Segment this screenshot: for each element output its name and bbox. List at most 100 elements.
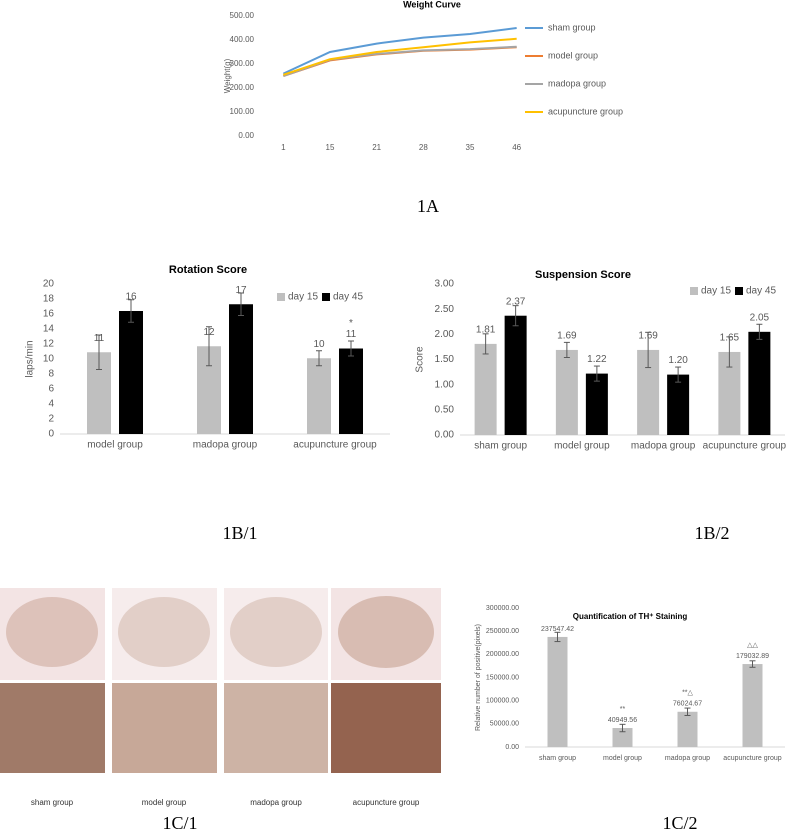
brain-section bbox=[118, 597, 210, 667]
bar bbox=[339, 348, 363, 434]
x-tick-label: 35 bbox=[466, 143, 475, 152]
y-tick-label: 250000.00 bbox=[486, 628, 519, 635]
y-axis-label: Score bbox=[415, 346, 426, 373]
legend-label: day 45 bbox=[333, 292, 363, 303]
bar bbox=[119, 311, 143, 434]
bar bbox=[229, 304, 253, 434]
x-tick-label: madopa group bbox=[193, 440, 258, 451]
brain-section bbox=[6, 597, 98, 667]
y-tick-label: 10 bbox=[43, 354, 55, 365]
bar bbox=[742, 664, 763, 747]
legend-label: acupuncture group bbox=[548, 106, 623, 116]
y-tick-label: 0.00 bbox=[505, 744, 519, 751]
x-tick-label: 21 bbox=[372, 143, 381, 152]
panel-label: 1A bbox=[417, 196, 439, 216]
value-label: 40949.56 bbox=[608, 717, 637, 724]
value-label: 10 bbox=[313, 339, 325, 350]
x-tick-label: model group bbox=[554, 441, 610, 452]
y-tick-label: 300000.00 bbox=[486, 605, 519, 612]
brain-section bbox=[230, 597, 322, 667]
y-tick-label: 16 bbox=[43, 309, 55, 320]
bar bbox=[637, 349, 660, 435]
image-caption: model group bbox=[142, 798, 187, 807]
y-tick-label: 50000.00 bbox=[490, 721, 519, 728]
bar bbox=[555, 349, 578, 435]
y-tick-label: 4 bbox=[48, 399, 54, 410]
chart-title: Weight Curve bbox=[403, 0, 461, 9]
y-axis-label: Weight(g) bbox=[223, 58, 232, 93]
image-caption: madopa group bbox=[250, 798, 302, 807]
x-tick-label: 15 bbox=[326, 143, 335, 152]
bar bbox=[612, 728, 633, 747]
x-tick-label: madopa group bbox=[665, 755, 710, 762]
y-tick-label: 1.00 bbox=[435, 379, 455, 390]
x-tick-label: sham group bbox=[539, 755, 576, 762]
legend-swatch bbox=[690, 287, 698, 295]
x-tick-label: model group bbox=[603, 755, 642, 762]
legend-label: day 15 bbox=[288, 292, 318, 303]
x-tick-label: 46 bbox=[512, 143, 521, 152]
y-tick-label: 1.50 bbox=[435, 354, 455, 365]
panel-label: 1C/1 bbox=[162, 813, 197, 833]
y-tick-label: 200000.00 bbox=[486, 651, 519, 658]
annotation: **△ bbox=[682, 690, 693, 697]
y-tick-label: 150000.00 bbox=[486, 674, 519, 681]
bar bbox=[504, 315, 527, 435]
value-label: 1.69 bbox=[638, 331, 658, 342]
y-tick-label: 400.00 bbox=[230, 35, 255, 44]
value-label: 2.05 bbox=[750, 312, 770, 323]
value-label: 11 bbox=[94, 333, 105, 344]
y-tick-label: 0.00 bbox=[238, 131, 254, 140]
bar bbox=[748, 331, 771, 435]
micrograph bbox=[331, 683, 441, 773]
x-tick-label: model group bbox=[87, 440, 143, 451]
panel-label: 1C/2 bbox=[662, 813, 697, 833]
line bbox=[282, 27, 517, 75]
x-tick-label: 28 bbox=[419, 143, 428, 152]
micrograph bbox=[112, 683, 217, 773]
bar bbox=[474, 343, 497, 435]
y-tick-label: 100000.00 bbox=[486, 698, 519, 705]
brain-section bbox=[338, 596, 434, 668]
legend-label: sham group bbox=[548, 22, 596, 32]
line bbox=[283, 45, 517, 77]
panel-label: 1B/2 bbox=[694, 523, 729, 543]
legend-label: model group bbox=[548, 50, 598, 60]
chart-title: Rotation Score bbox=[169, 264, 247, 276]
annotation: △△ bbox=[747, 642, 758, 649]
value-label: 11 bbox=[346, 329, 357, 340]
legend-label: day 15 bbox=[701, 286, 731, 297]
y-tick-label: 0.00 bbox=[435, 430, 455, 441]
legend-label: day 45 bbox=[746, 286, 776, 297]
line bbox=[283, 37, 517, 76]
y-tick-label: 6 bbox=[48, 384, 54, 395]
micrograph bbox=[224, 683, 328, 773]
x-tick-label: acupuncture group bbox=[293, 440, 377, 451]
chart-title: Quantification of TH⁺ Staining bbox=[573, 612, 688, 621]
y-axis-label: laps/min bbox=[25, 340, 36, 377]
y-tick-label: 3.00 bbox=[435, 279, 455, 290]
value-label: 17 bbox=[235, 285, 247, 296]
legend-label: madopa group bbox=[548, 78, 606, 88]
value-label: 1.69 bbox=[557, 331, 577, 342]
y-tick-label: 12 bbox=[43, 339, 55, 350]
y-tick-label: 2.00 bbox=[435, 329, 455, 340]
y-tick-label: 100.00 bbox=[230, 107, 255, 116]
bar bbox=[547, 636, 568, 747]
bar bbox=[307, 358, 331, 434]
bar bbox=[677, 711, 698, 747]
y-tick-label: 14 bbox=[43, 324, 55, 335]
x-tick-label: 1 bbox=[281, 143, 286, 152]
legend-swatch bbox=[322, 293, 330, 301]
image-caption: sham group bbox=[31, 798, 74, 807]
legend-swatch bbox=[735, 287, 743, 295]
value-label: 1.81 bbox=[476, 325, 496, 336]
y-tick-label: 0.50 bbox=[435, 404, 455, 415]
value-label: 1.20 bbox=[668, 355, 688, 366]
chart-title: Suspension Score bbox=[535, 269, 631, 281]
value-label: 237547.42 bbox=[541, 626, 574, 633]
y-tick-label: 200.00 bbox=[230, 83, 255, 92]
annotation: * bbox=[349, 318, 353, 329]
value-label: 179032.89 bbox=[736, 653, 769, 660]
x-tick-label: acupuncture group bbox=[723, 755, 781, 762]
